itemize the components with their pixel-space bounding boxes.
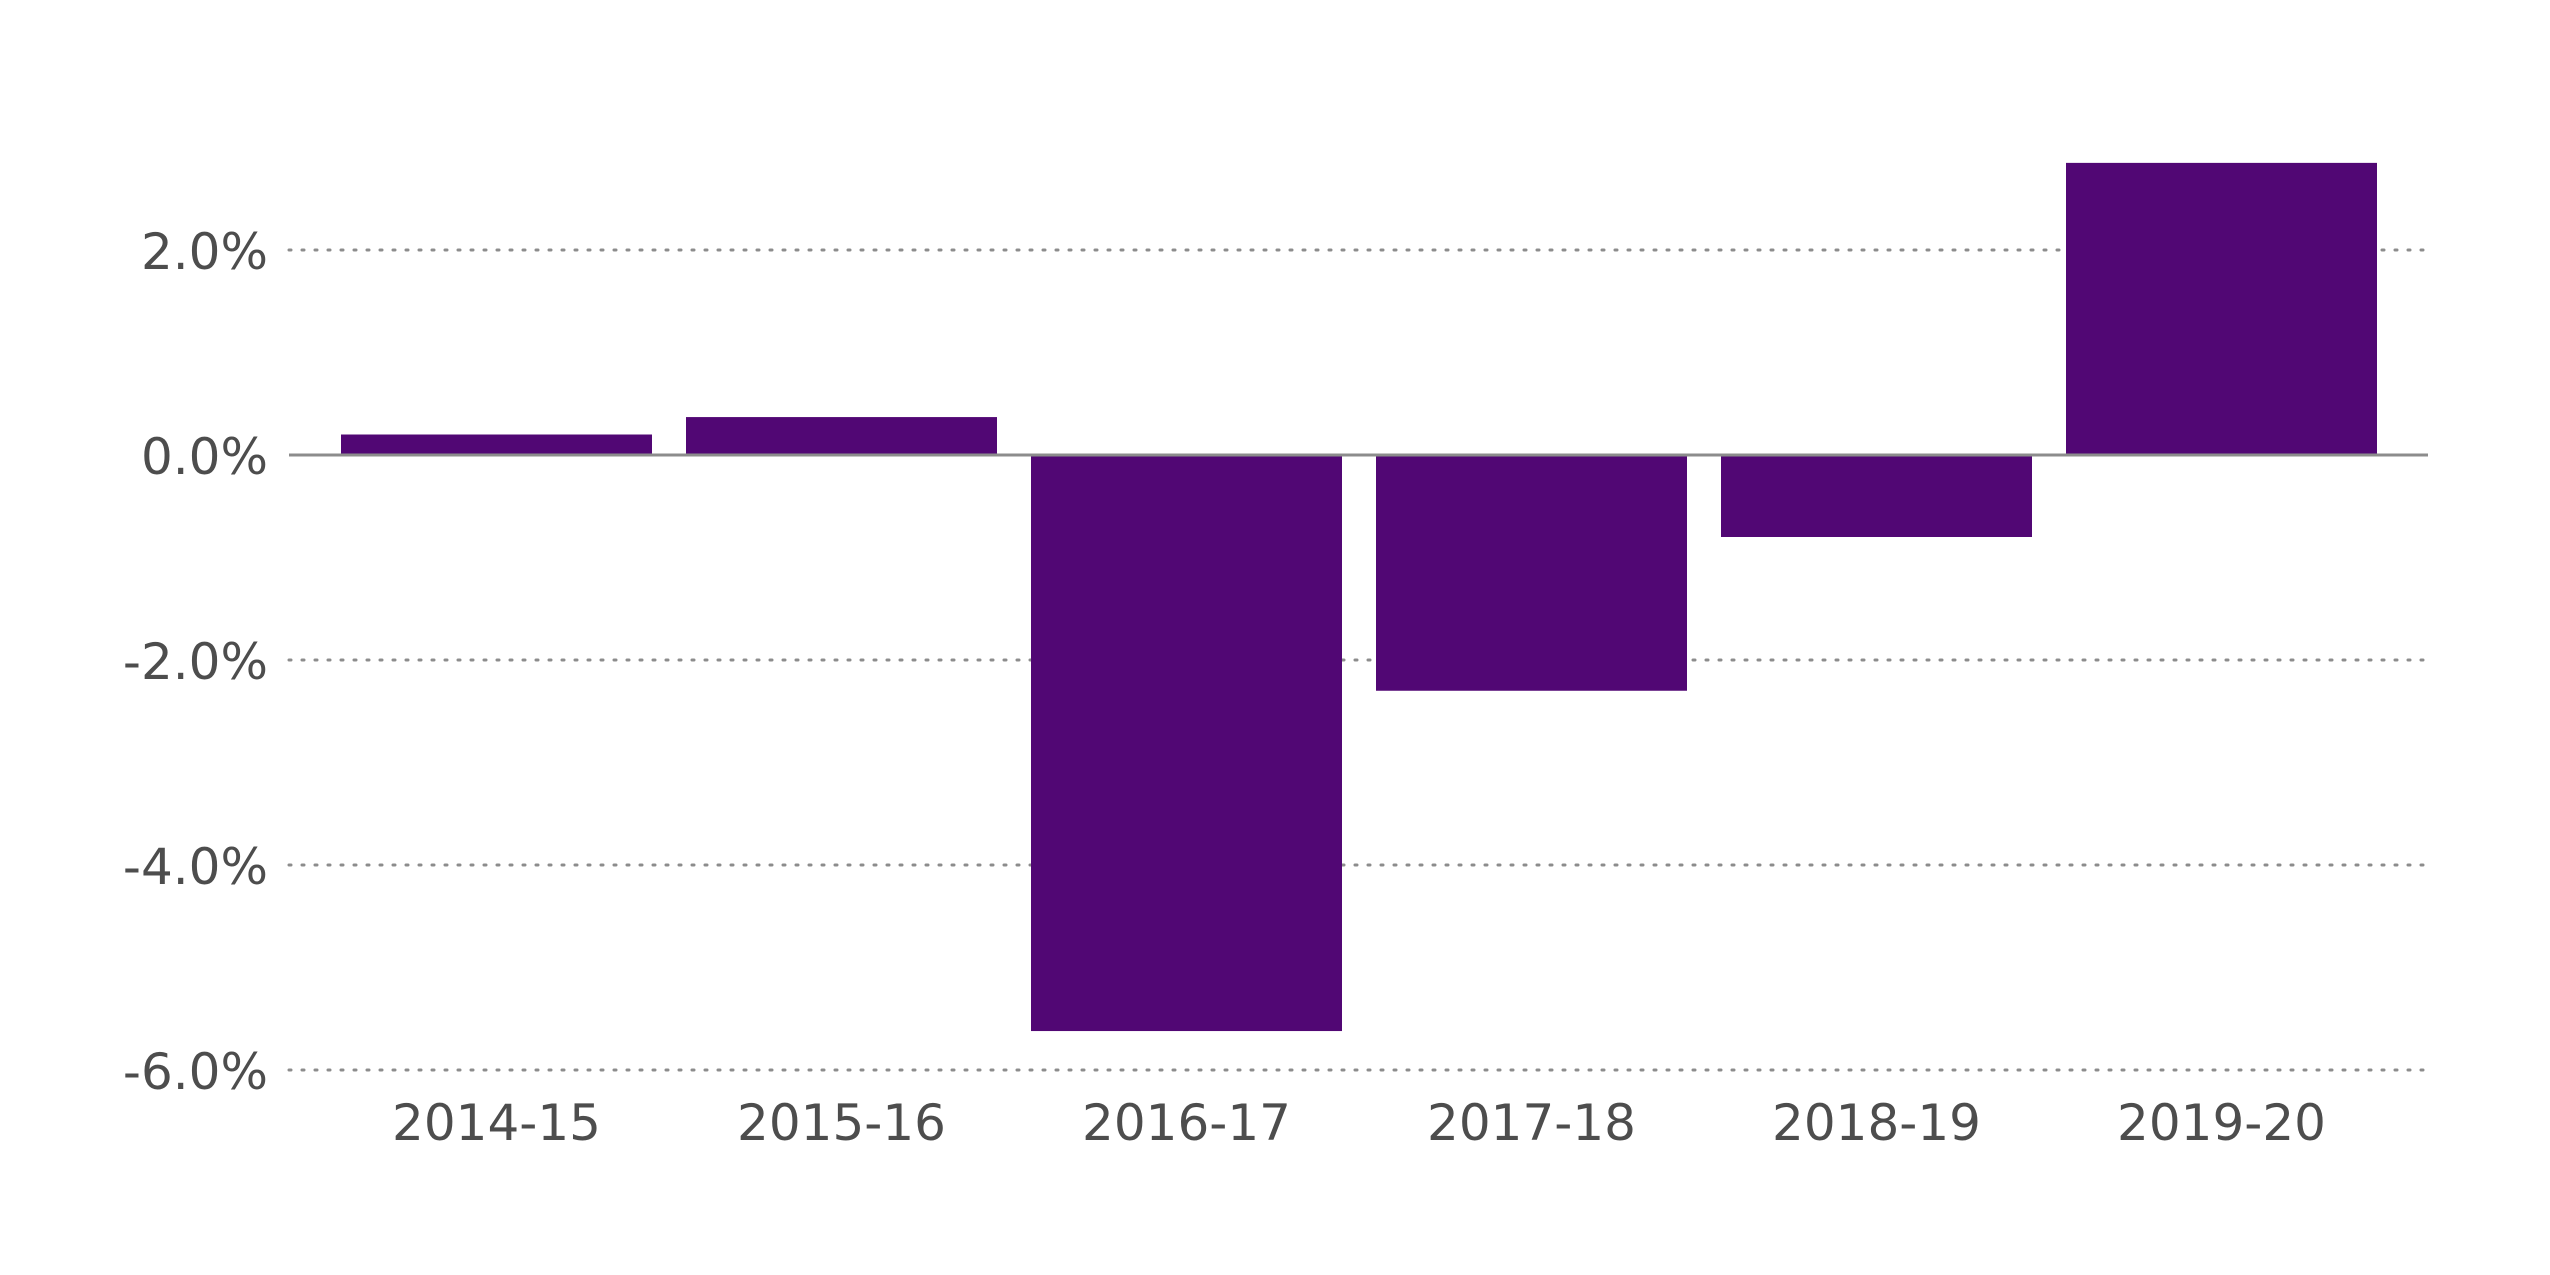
y-tick-label: 0.0% bbox=[141, 428, 268, 486]
y-tick-labels: 2.0% 0.0% -2.0% -4.0% -6.0% bbox=[123, 223, 268, 1101]
x-tick-label: 2017-18 bbox=[1427, 1094, 1636, 1152]
x-tick-label: 2019-20 bbox=[2117, 1094, 2326, 1152]
bar-2016-17 bbox=[1031, 455, 1342, 1032]
x-tick-label: 2014-15 bbox=[392, 1094, 601, 1152]
bar-2019-20 bbox=[2066, 162, 2377, 455]
x-tick-label: 2016-17 bbox=[1082, 1094, 1291, 1152]
y-tick-label: -2.0% bbox=[123, 633, 268, 691]
x-tick-label: 2015-16 bbox=[737, 1094, 946, 1152]
y-tick-label: -6.0% bbox=[123, 1043, 268, 1101]
x-tick-label: 2018-19 bbox=[1772, 1094, 1981, 1152]
bar-2014-15 bbox=[341, 434, 652, 455]
x-tick-labels: 2014-15 2015-16 2016-17 2017-18 2018-19 2019-… bbox=[392, 1094, 2326, 1152]
bars bbox=[341, 162, 2377, 1032]
bar-2015-16 bbox=[686, 417, 997, 455]
bar-2017-18 bbox=[1376, 455, 1687, 691]
bar-2018-19 bbox=[1721, 455, 2032, 537]
y-tick-label: 2.0% bbox=[141, 223, 268, 281]
y-tick-label: -4.0% bbox=[123, 838, 268, 896]
